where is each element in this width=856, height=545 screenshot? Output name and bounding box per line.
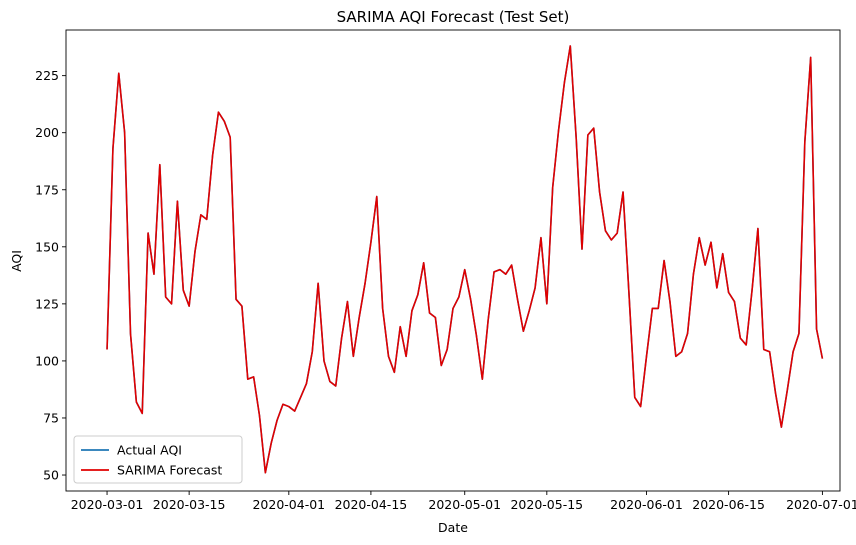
legend-box [73, 435, 243, 484]
y-tick-label: 125 [35, 296, 59, 311]
chart-title: SARIMA AQI Forecast (Test Set) [337, 8, 570, 26]
legend-label-2: SARIMA Forecast [117, 463, 222, 478]
y-tick-label: 150 [35, 239, 59, 254]
x-axis-label: Date [438, 520, 468, 535]
x-tick-label: 2020-06-01 [610, 497, 683, 512]
y-tick-label: 50 [43, 468, 59, 483]
x-tick-label: 2020-04-15 [335, 497, 408, 512]
y-axis: 50 75 100 125 150 175 200 225 [35, 68, 66, 483]
legend: Actual AQI SARIMA Forecast [73, 435, 243, 484]
x-tick-label: 2020-05-15 [510, 497, 583, 512]
y-axis-label: AQI [9, 250, 24, 272]
y-tick-label: 175 [35, 182, 59, 197]
y-tick-label: 225 [35, 68, 59, 83]
x-tick-label: 2020-07-01 [786, 497, 856, 512]
y-tick-label: 100 [35, 353, 59, 368]
series-line-2 [106, 45, 824, 474]
legend-label-1: Actual AQI [117, 443, 182, 458]
series-line-1 [106, 45, 824, 474]
x-tick-label: 2020-03-01 [71, 497, 144, 512]
plot-frame [65, 29, 841, 492]
y-tick-label: 200 [35, 125, 59, 140]
y-tick-label: 75 [43, 410, 59, 425]
x-tick-label: 2020-03-15 [153, 497, 226, 512]
x-tick-label: 2020-06-15 [692, 497, 765, 512]
plot-area [106, 45, 824, 474]
x-tick-label: 2020-05-01 [428, 497, 501, 512]
x-tick-label: 2020-04-01 [252, 497, 325, 512]
x-axis: 2020-03-01 2020-03-15 2020-04-01 2020-04-15… [71, 491, 856, 512]
